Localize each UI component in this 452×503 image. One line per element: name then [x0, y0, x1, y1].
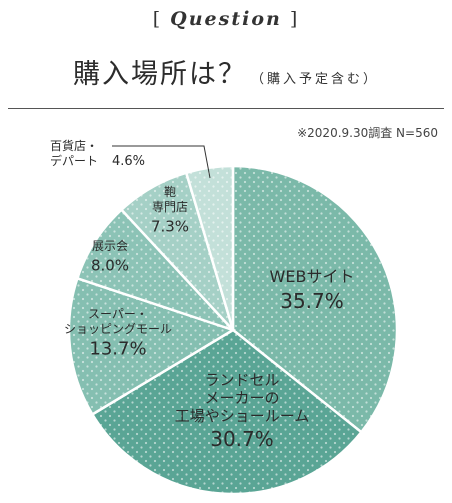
pie-slice-dots [92, 330, 362, 494]
slice-label-department-store-line-1: デパート [50, 153, 98, 168]
question-tag: [ Question ] [0, 8, 452, 30]
pie-slice-mall [67, 276, 236, 417]
pie-slice-web [231, 164, 399, 434]
pie-slice-dots [77, 209, 233, 330]
pie-slice-dots [186, 166, 233, 330]
slice-label-department-store-line-0: 百貨店・ [50, 138, 98, 153]
page-title: 購入場所は？ [72, 59, 247, 90]
slice-label-web-line-0: WEBサイト [270, 267, 355, 286]
slice-percent-bag-store: 7.3% [151, 217, 189, 235]
page-subtitle: （購入予定含む） [250, 72, 379, 87]
title-row: 購入場所は？ （購入予定含む） [0, 52, 452, 91]
department-store-leader-line [112, 145, 211, 179]
pie-slice-dots [233, 166, 398, 433]
survey-note: ※2020.9.30調査 N=560 [297, 126, 438, 140]
slice-percent-exhibition: 8.0% [91, 256, 129, 274]
pie-slice-dots [69, 278, 234, 415]
pie-slice-maker [90, 328, 364, 496]
header-divider [8, 108, 444, 109]
pie-slices [67, 164, 399, 496]
slice-percent-maker: 30.7% [210, 427, 274, 451]
slice-percent-mall: 13.7% [89, 338, 146, 359]
slice-label-bag-store-line-0: 鞄 [164, 185, 176, 199]
slice-label-mall-line-0: スーパー・ [88, 307, 148, 321]
tag-open-bracket: [ [152, 8, 163, 30]
tag-close-bracket: ] [289, 8, 300, 30]
callout-leader [112, 145, 211, 179]
tag-word: Question [170, 8, 282, 30]
slice-label-exhibition-line-0: 展示会 [92, 239, 128, 253]
slice-label-maker-line-1: メーカーの [204, 389, 279, 407]
slice-label-maker-line-0: ランドセル [204, 371, 279, 389]
pie-slice-department-store [184, 164, 235, 331]
slice-label-mall-line-1: ショッピングモール [64, 322, 172, 336]
slice-label-maker-line-2: 工場やショールーム [175, 407, 310, 425]
slice-percent-department-store: 4.6% [112, 154, 145, 169]
pie-slice-dots [121, 172, 233, 330]
slice-percent-web: 35.7% [280, 289, 344, 313]
slice-label-bag-store-line-1: 専門店 [152, 200, 188, 214]
